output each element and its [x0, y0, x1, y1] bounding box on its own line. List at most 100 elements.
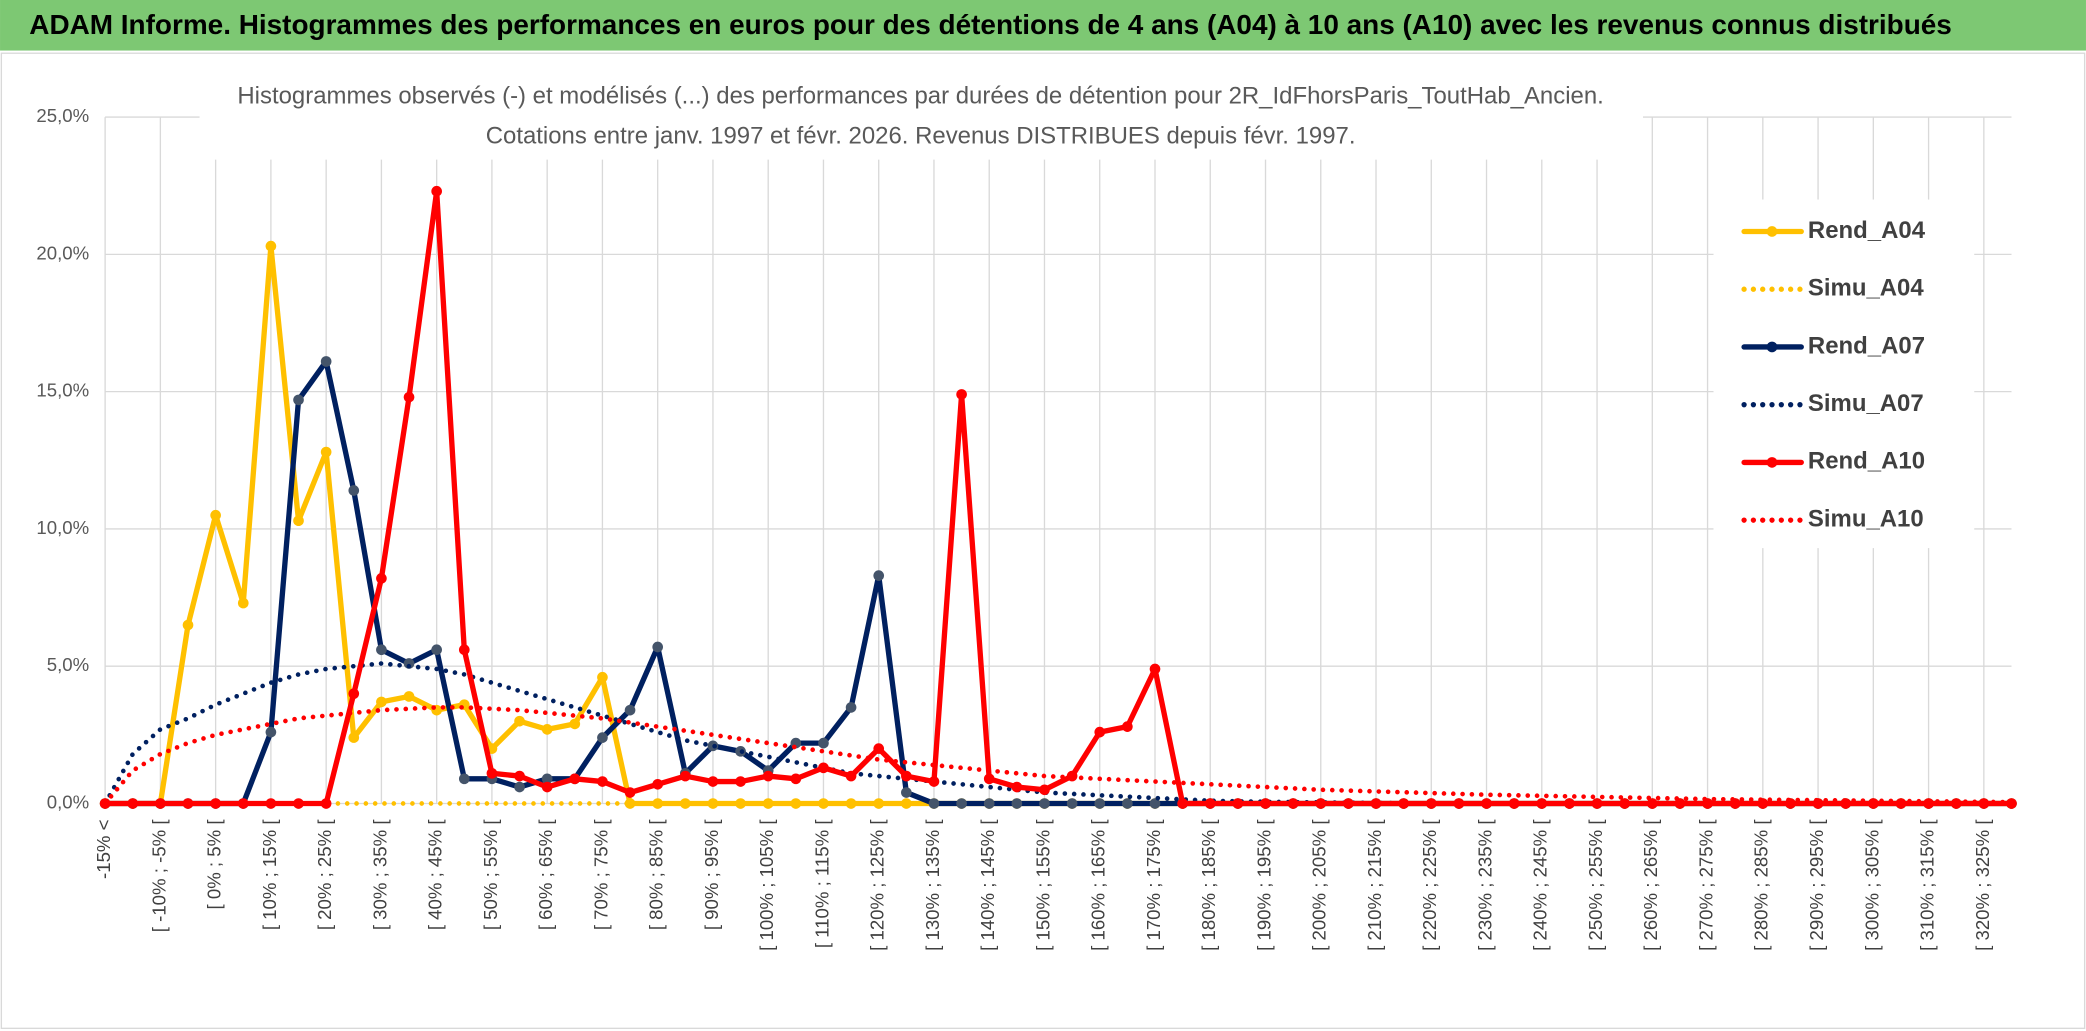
- point: [514, 770, 525, 782]
- y-tick-label: 0,0%: [47, 791, 89, 812]
- point: [376, 573, 387, 584]
- point: [1370, 798, 1382, 809]
- point: [1039, 784, 1050, 796]
- point: [652, 641, 664, 653]
- point: [210, 798, 221, 809]
- legend-label: Rend_A07: [1808, 332, 1925, 359]
- page-title: ADAM Informe. Histogrammes des performan…: [29, 9, 1952, 40]
- chart-subtitle: Histogrammes observés (-) et modélisés (…: [237, 82, 1603, 109]
- point: [597, 732, 608, 743]
- point: [597, 671, 608, 683]
- point: [293, 798, 304, 809]
- point: [541, 781, 553, 793]
- series-line: [102, 188, 2015, 807]
- x-tick-label: [ 220% ; 225% [: [1419, 819, 1440, 951]
- point: [514, 715, 525, 727]
- x-tick-label: [ 260% ; 265% [: [1640, 819, 1661, 951]
- legend-marker: [1766, 226, 1778, 237]
- x-tick-label: [ 110% ; 115% [: [811, 819, 832, 948]
- x-tick-label: [ 310% ; 315% [: [1917, 819, 1938, 951]
- x-tick-label: [ 160% ; 165% [: [1088, 819, 1109, 951]
- point: [1536, 798, 1548, 809]
- point: [1287, 798, 1299, 809]
- point: [403, 391, 415, 403]
- point: [679, 798, 691, 809]
- point: [155, 798, 166, 809]
- point: [845, 770, 857, 782]
- point: [2006, 798, 2017, 809]
- point: [182, 619, 194, 631]
- point: [1260, 798, 1271, 809]
- point: [1398, 798, 1409, 809]
- point: [348, 688, 360, 700]
- point: [265, 726, 277, 738]
- x-tick-label: [ 30% ; 35% [: [369, 819, 390, 931]
- point: [735, 776, 746, 787]
- point: [514, 781, 525, 793]
- point: [486, 767, 498, 779]
- title-bar: [0, 0, 2086, 51]
- chart-subtitle: Cotations entre janv. 1997 et févr. 2026…: [486, 122, 1356, 149]
- legend-marker: [1766, 341, 1778, 353]
- x-tick-label: [ 120% ; 125% [: [867, 819, 888, 951]
- x-tick-label: [ 90% ; 95% [: [701, 819, 722, 931]
- point: [1646, 798, 1658, 809]
- x-tick-label: [ 250% ; 255% [: [1585, 819, 1606, 951]
- x-tick-label: [ 130% ; 135% [: [922, 819, 943, 951]
- point: [818, 762, 829, 774]
- point: [265, 798, 277, 809]
- x-tick-label: [ 210% ; 215% [: [1364, 819, 1385, 951]
- point: [873, 743, 885, 754]
- point: [1343, 798, 1354, 809]
- point: [541, 773, 553, 785]
- point: [1204, 798, 1216, 809]
- point: [458, 773, 470, 785]
- x-tick-label: [ 300% ; 305% [: [1861, 819, 1882, 951]
- point: [237, 597, 249, 609]
- point: [624, 704, 636, 716]
- x-tick-label: [ 240% ; 245% [: [1530, 819, 1551, 951]
- point: [928, 798, 940, 809]
- x-tick-label: [ 280% ; 285% [: [1751, 819, 1772, 951]
- x-tick-label: [ 150% ; 155% [: [1032, 819, 1053, 951]
- y-tick-label: 25,0%: [36, 105, 89, 126]
- point: [956, 798, 967, 809]
- point: [403, 658, 415, 669]
- point: [569, 773, 581, 785]
- legend-marker: [1766, 457, 1778, 468]
- point: [182, 798, 194, 809]
- x-tick-label: [ 60% ; 65% [: [535, 819, 556, 931]
- point: [210, 509, 221, 521]
- x-tick-label: [ 40% ; 45% [: [425, 819, 446, 931]
- point: [431, 185, 442, 197]
- x-tick-label: [ 270% ; 275% [: [1695, 819, 1716, 951]
- point: [1149, 798, 1161, 809]
- point: [1094, 798, 1106, 809]
- point: [956, 389, 967, 400]
- point: [1122, 798, 1133, 809]
- x-tick-label: [ 50% ; 55% [: [480, 819, 501, 931]
- legend-label: Rend_A10: [1808, 448, 1925, 475]
- x-tick-label: [ 0% ; 5% [: [204, 819, 225, 910]
- point: [127, 798, 139, 809]
- x-tick-label: [ 320% ; 325% [: [1972, 819, 1993, 951]
- point: [1453, 798, 1465, 809]
- series-line: [102, 705, 2014, 806]
- point: [458, 644, 470, 656]
- x-tick-label: [ 20% ; 25% [: [314, 819, 335, 931]
- point: [928, 776, 940, 787]
- point: [348, 485, 360, 496]
- point: [845, 702, 857, 713]
- point: [348, 732, 360, 743]
- point: [983, 773, 995, 785]
- point: [1039, 798, 1050, 809]
- x-tick-label: [ 190% ; 195% [: [1253, 819, 1274, 951]
- point: [1122, 721, 1133, 732]
- point: [901, 787, 912, 798]
- chart-frame: [0, 52, 2086, 1030]
- point: [265, 240, 277, 252]
- point: [1564, 798, 1575, 809]
- point: [403, 691, 415, 702]
- point: [293, 394, 304, 406]
- point: [1011, 798, 1023, 809]
